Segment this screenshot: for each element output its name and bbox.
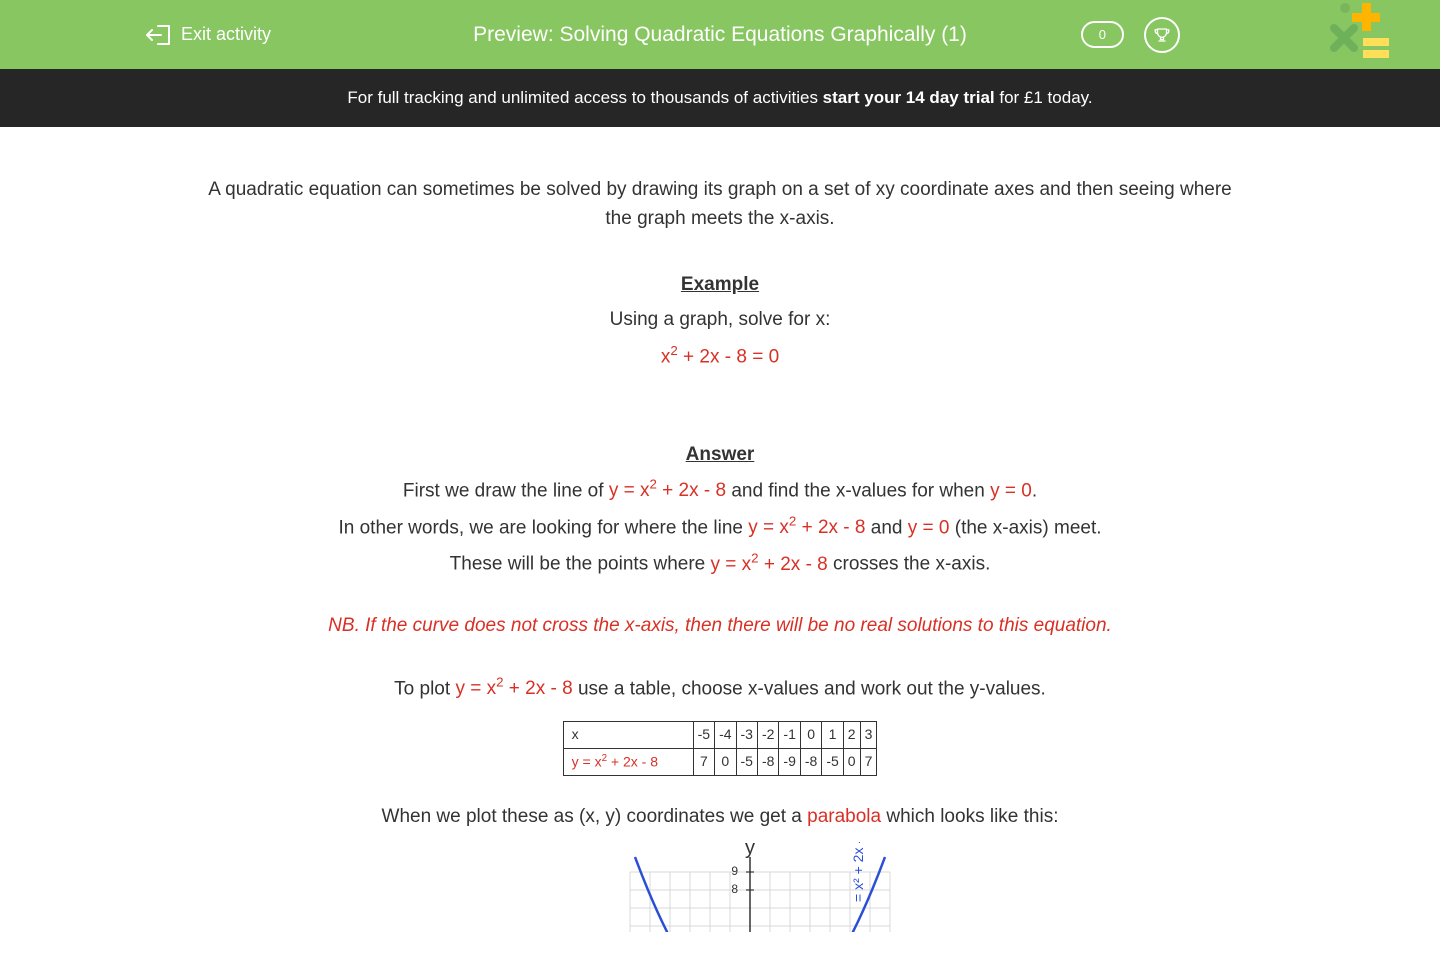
equation: x2 + 2x - 8 = 0 (200, 341, 1240, 372)
content-area: A quadratic equation can sometimes be so… (180, 127, 1260, 972)
example-line: Using a graph, solve for x: (200, 305, 1240, 334)
value-table: x-5-4-3-2-10123y = x2 + 2x - 870-5-8-9-8… (200, 721, 1240, 776)
trial-banner[interactable]: For full tracking and unlimited access t… (0, 69, 1440, 127)
trophy-icon (1153, 26, 1171, 44)
curve-label: = x² + 2x - 8 (850, 842, 866, 902)
answer-heading: Answer (200, 440, 1240, 469)
svg-text:9: 9 (731, 864, 738, 878)
banner-pre: For full tracking and unlimited access t… (347, 88, 822, 107)
answer-line-1: First we draw the line of y = x2 + 2x - … (200, 475, 1240, 506)
plot-instruction: To plot y = x2 + 2x - 8 use a table, cho… (200, 673, 1240, 704)
parabola-curve (635, 857, 885, 932)
parabola-text: When we plot these as (x, y) coordinates… (200, 802, 1240, 831)
exit-icon (145, 24, 171, 46)
score-badge[interactable]: 0 (1081, 21, 1124, 48)
banner-bold: start your 14 day trial (823, 88, 995, 107)
nb-text: NB. If the curve does not cross the x-ax… (200, 611, 1240, 640)
page-title: Preview: Solving Quadratic Equations Gra… (473, 23, 967, 47)
svg-text:8: 8 (731, 882, 738, 896)
banner-post: for £1 today. (995, 88, 1093, 107)
y-axis-label: y (745, 842, 755, 859)
trophy-button[interactable] (1144, 17, 1180, 53)
example-heading: Example (200, 270, 1240, 299)
answer-line-3: These will be the points where y = x2 + … (200, 548, 1240, 579)
brand-logo (1330, 0, 1398, 68)
exit-label: Exit activity (181, 24, 271, 45)
header-controls: 0 (1081, 17, 1180, 53)
answer-line-2: In other words, we are looking for where… (200, 512, 1240, 543)
header-bar: Exit activity Preview: Solving Quadratic… (0, 0, 1440, 69)
intro-text: A quadratic equation can sometimes be so… (200, 175, 1240, 234)
parabola-chart: y 9 8 = x² + 2x - 8 (510, 842, 930, 932)
exit-activity-button[interactable]: Exit activity (145, 24, 271, 46)
